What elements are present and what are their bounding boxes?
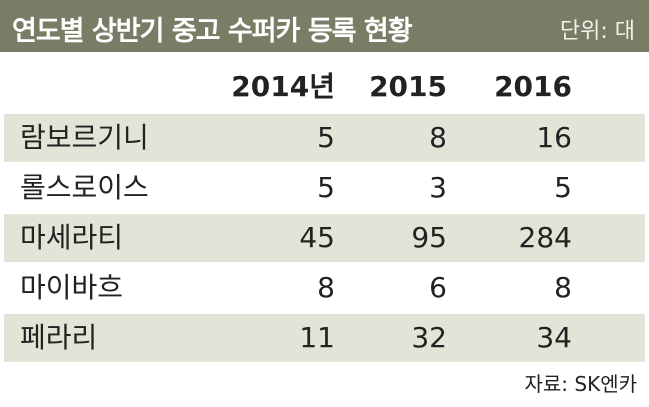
value-cell: 3 [429,171,447,204]
unit-label: 단위: 대 [559,19,635,44]
column-header: 2014년 [231,70,335,103]
value-cell: 11 [299,321,335,354]
value-cell: 5 [317,171,335,204]
row-label: 마이바흐 [20,271,124,304]
value-cell: 45 [299,221,335,254]
column-header: 2015 [369,70,447,103]
title: 연도별 상반기 중고 수퍼카 등록 현황 [12,16,413,47]
table-row [4,314,645,362]
value-cell: 95 [411,221,447,254]
value-cell: 32 [411,321,447,354]
value-cell: 34 [536,321,572,354]
column-header: 2016 [494,70,572,103]
source: 자료: SK엔카 [524,372,637,396]
header-bar: 연도별 상반기 중고 수퍼카 등록 현황 단위: 대 [0,0,649,52]
value-cell: 8 [429,121,447,154]
value-cell: 284 [518,221,572,254]
value-cell: 16 [536,121,572,154]
row-label: 페라리 [20,321,98,354]
row-label: 람보르기니 [20,121,149,154]
value-cell: 5 [554,171,572,204]
row-label: 롤스로이스 [20,171,149,204]
value-cell: 6 [429,271,447,304]
row-label: 마세라티 [20,221,124,254]
value-cell: 5 [317,121,335,154]
value-cell: 8 [554,271,572,304]
table-row [4,214,645,262]
table-row [4,114,645,162]
value-cell: 8 [317,271,335,304]
